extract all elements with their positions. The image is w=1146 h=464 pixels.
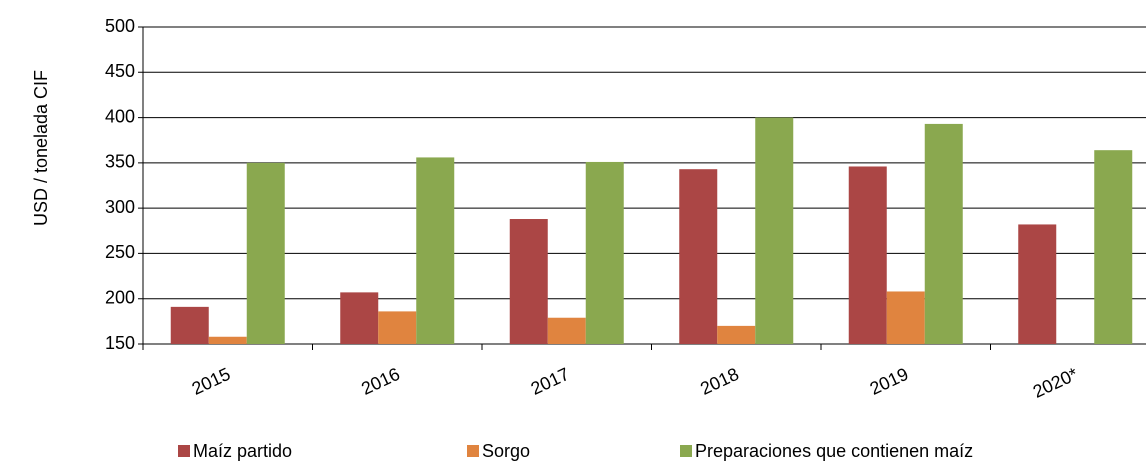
bar (208, 336, 247, 344)
bar (1094, 150, 1133, 344)
x-tick-label: 2015 (189, 364, 234, 399)
bar (509, 219, 548, 344)
x-tick-label: 2016 (358, 364, 403, 399)
bar (340, 292, 379, 344)
y-tick-label: 250 (105, 242, 135, 262)
bar (717, 325, 756, 344)
x-tick-label: 2017 (528, 364, 573, 399)
legend-swatch (178, 445, 190, 457)
bar (547, 317, 586, 344)
y-tick-label: 200 (105, 287, 135, 307)
legend-swatch (680, 445, 692, 457)
legend-label: Preparaciones que contienen maíz (695, 441, 973, 461)
legend-label: Sorgo (482, 441, 530, 461)
legend-label: Maíz partido (193, 441, 292, 461)
y-tick-label: 150 (105, 333, 135, 353)
y-axis-title: USD / tonelada CIF (31, 70, 51, 226)
bar (886, 291, 925, 344)
y-tick-label: 450 (105, 61, 135, 81)
bar (246, 162, 285, 344)
y-tick-label: 350 (105, 152, 135, 172)
y-tick-label: 300 (105, 197, 135, 217)
bar (416, 157, 455, 344)
bar (848, 166, 887, 344)
y-tick-label: 400 (105, 106, 135, 126)
bar (378, 311, 417, 344)
legend-swatch (467, 445, 479, 457)
bar (755, 117, 794, 344)
x-tick-label: 2020* (1030, 364, 1081, 402)
bar (1018, 224, 1057, 344)
x-tick-label: 2018 (697, 364, 742, 399)
bar (924, 123, 963, 344)
x-tick-label: 2019 (867, 364, 912, 399)
bar (679, 169, 718, 344)
bar (585, 161, 624, 344)
bar (170, 306, 209, 344)
y-tick-label: 500 (105, 16, 135, 36)
